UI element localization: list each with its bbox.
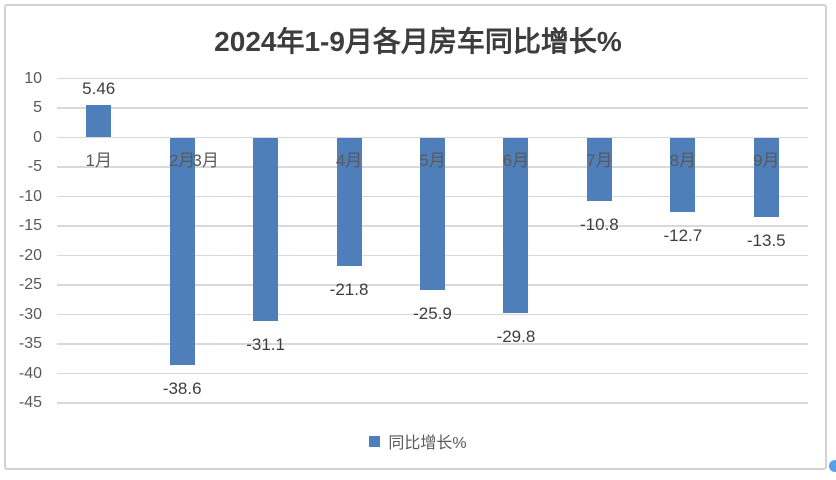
y-tick-label: 0 <box>33 128 42 146</box>
y-tick-label: -35 <box>18 335 42 352</box>
x-tick-label: 2月 <box>168 151 196 170</box>
y-tick-label: -45 <box>18 394 42 411</box>
y-tick-label: -25 <box>18 276 42 293</box>
bar-7月 <box>586 137 612 202</box>
bar-value-label: -38.6 <box>162 379 202 399</box>
bar-1月 <box>86 105 112 138</box>
bar-8月 <box>670 137 696 213</box>
y-tick-label: -10 <box>18 187 42 205</box>
bar-value-label: -25.9 <box>413 304 452 324</box>
bar-value-label: -29.8 <box>496 327 536 347</box>
y-tick-label: 10 <box>24 69 42 87</box>
gridline <box>57 402 808 404</box>
chart-frame-border <box>4 4 827 470</box>
y-tick-label: -5 <box>27 158 42 175</box>
selection-handle[interactable] <box>829 460 836 472</box>
gridline <box>57 107 808 109</box>
bar-5月 <box>420 137 445 291</box>
x-tick-label: 9月 <box>753 151 780 170</box>
x-tick-label: 3月 <box>192 151 219 170</box>
chart-title: 2024年1-9月各月房车同比增长% <box>214 26 622 57</box>
bar-value-label: -21.8 <box>329 280 369 300</box>
y-tick-label: -20 <box>18 246 42 264</box>
bar-9月 <box>753 137 779 218</box>
legend: 同比增长% <box>0 429 836 453</box>
bar-value-label: -13.5 <box>746 231 786 251</box>
legend-marker-icon <box>369 435 381 447</box>
x-tick-label: 7月 <box>586 151 613 170</box>
y-tick-label: -40 <box>18 364 42 382</box>
bar-value-label: 5.46 <box>82 79 116 99</box>
bar-6月 <box>503 137 529 314</box>
y-tick-label: -15 <box>18 217 42 234</box>
x-tick-label: 4月 <box>335 151 363 170</box>
bar-2月 <box>169 137 195 366</box>
x-tick-label: 5月 <box>419 151 446 170</box>
x-tick-label: 8月 <box>669 151 697 170</box>
gridline <box>57 343 808 345</box>
bar-3月 <box>253 137 279 321</box>
bar-value-label: -31.1 <box>246 334 285 354</box>
y-tick-label: 5 <box>33 99 42 116</box>
x-tick-label: 6月 <box>502 151 530 170</box>
gridline <box>57 77 808 80</box>
y-tick-label: -30 <box>18 305 42 323</box>
bar-4月 <box>336 137 362 267</box>
bar-value-label: -10.8 <box>580 215 619 235</box>
legend-series-label: 同比增长% <box>388 435 467 452</box>
bar-value-label: -12.7 <box>663 226 703 246</box>
x-tick-label: 1月 <box>85 151 112 170</box>
gridline <box>57 372 808 375</box>
gridline <box>57 313 808 316</box>
